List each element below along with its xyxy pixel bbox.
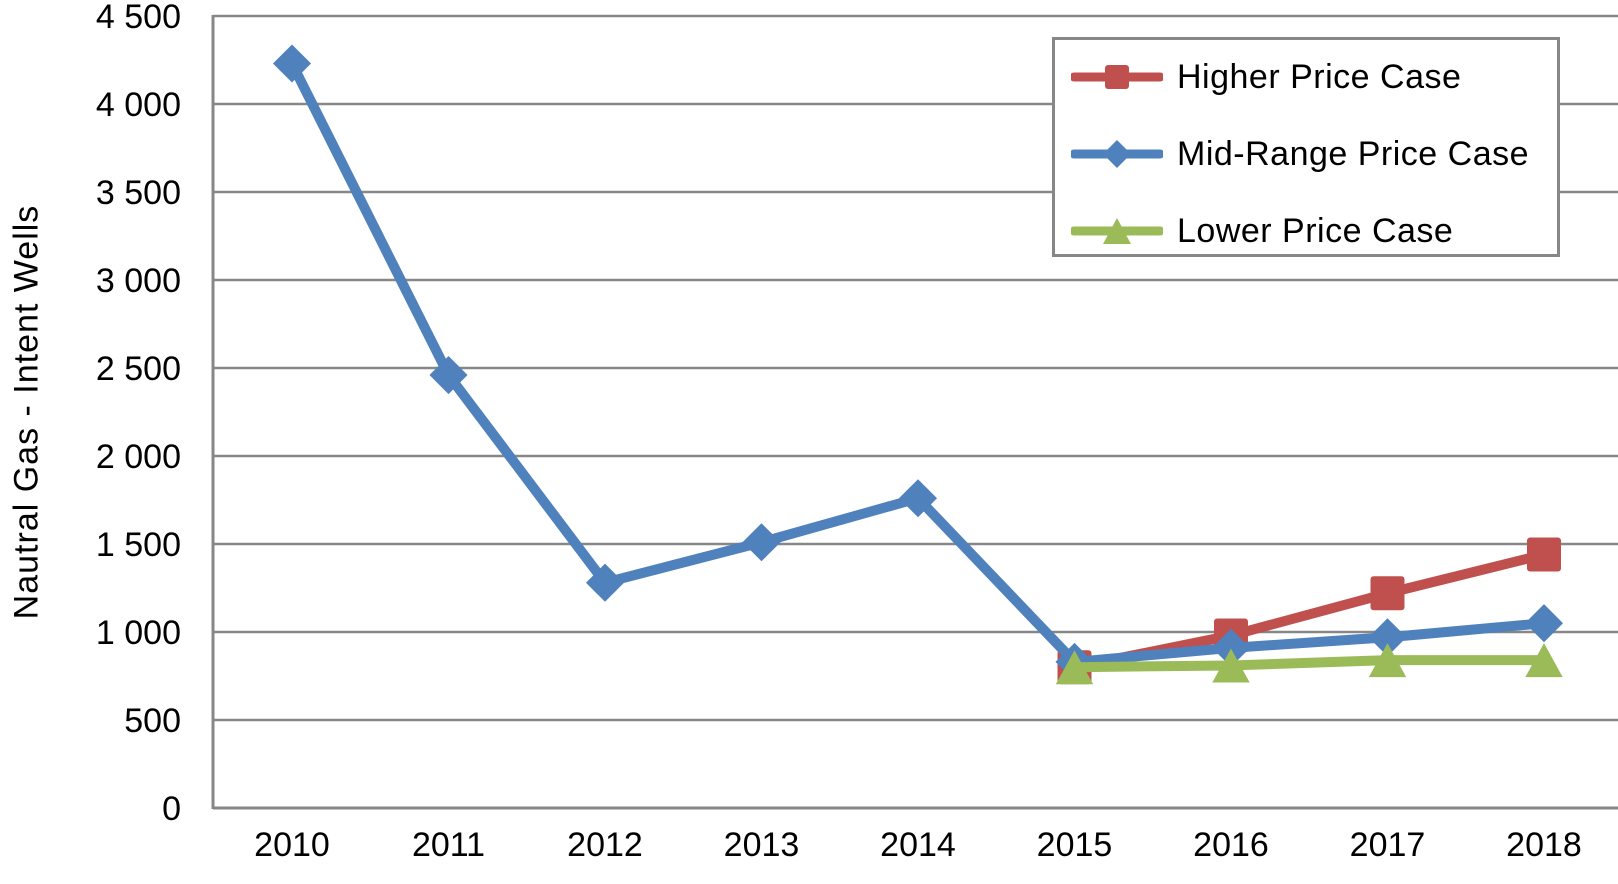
x-tick-label: 2010 <box>254 826 330 864</box>
x-tick-label: 2012 <box>567 826 643 864</box>
y-tick-label: 2 500 <box>96 350 181 388</box>
marker-triangle-icon <box>1525 643 1563 678</box>
legend-marker-diamond-icon <box>1071 140 1163 168</box>
series-line-square <box>1069 549 1549 673</box>
x-tick-label: 2014 <box>880 826 956 864</box>
marker-square-icon <box>1527 537 1561 572</box>
y-tick-label: 3 000 <box>96 262 181 300</box>
marker-triangle-icon <box>1212 648 1250 683</box>
marker-diamond-icon <box>272 44 312 83</box>
x-tick-label: 2013 <box>724 826 800 864</box>
x-tick-label: 2015 <box>1037 826 1113 864</box>
marker-diamond-icon <box>429 356 468 395</box>
y-tick-label: 4 000 <box>96 86 181 124</box>
legend-label: Mid-Range Price Case <box>1177 134 1530 173</box>
marker-diamond-icon <box>1211 628 1251 667</box>
marker-triangle-icon <box>1055 650 1094 685</box>
y-tick-label: 4 500 <box>96 0 181 36</box>
legend-item: Lower Price Case <box>1071 206 1453 256</box>
legend-marker-square-icon <box>1071 65 1163 89</box>
legend-item: Higher Price Case <box>1071 52 1461 102</box>
y-tick-label: 2 000 <box>96 438 181 476</box>
x-tick-label: 2016 <box>1193 826 1269 864</box>
y-tick-label: 3 500 <box>96 174 181 212</box>
x-tick-label: 2017 <box>1350 826 1426 864</box>
y-axis-title: Nautral Gas - Intent Wells <box>7 204 46 620</box>
legend: Higher Price Case Mid-Range Price Case Low… <box>1052 37 1560 257</box>
series-line-triangle <box>1069 655 1549 673</box>
marker-diamond-icon <box>1524 604 1564 643</box>
marker-diamond-icon <box>585 563 625 602</box>
legend-label: Higher Price Case <box>1177 57 1462 96</box>
y-tick-label: 1 500 <box>96 526 181 564</box>
y-tick-label: 1 000 <box>96 614 181 652</box>
y-tick-label: 500 <box>124 702 181 740</box>
x-tick-label: 2011 <box>412 826 485 864</box>
marker-triangle-icon <box>1368 643 1407 678</box>
x-tick-label: 2018 <box>1506 826 1582 864</box>
y-tick-label: 0 <box>162 790 181 828</box>
marker-diamond-icon <box>898 479 938 518</box>
marker-diamond-icon <box>1368 618 1407 657</box>
legend-label: Lower Price Case <box>1177 211 1454 250</box>
legend-marker-triangle-icon <box>1071 218 1163 244</box>
marker-square-icon <box>1370 576 1405 611</box>
legend-item: Mid-Range Price Case <box>1071 129 1529 179</box>
marker-diamond-icon <box>742 523 781 562</box>
